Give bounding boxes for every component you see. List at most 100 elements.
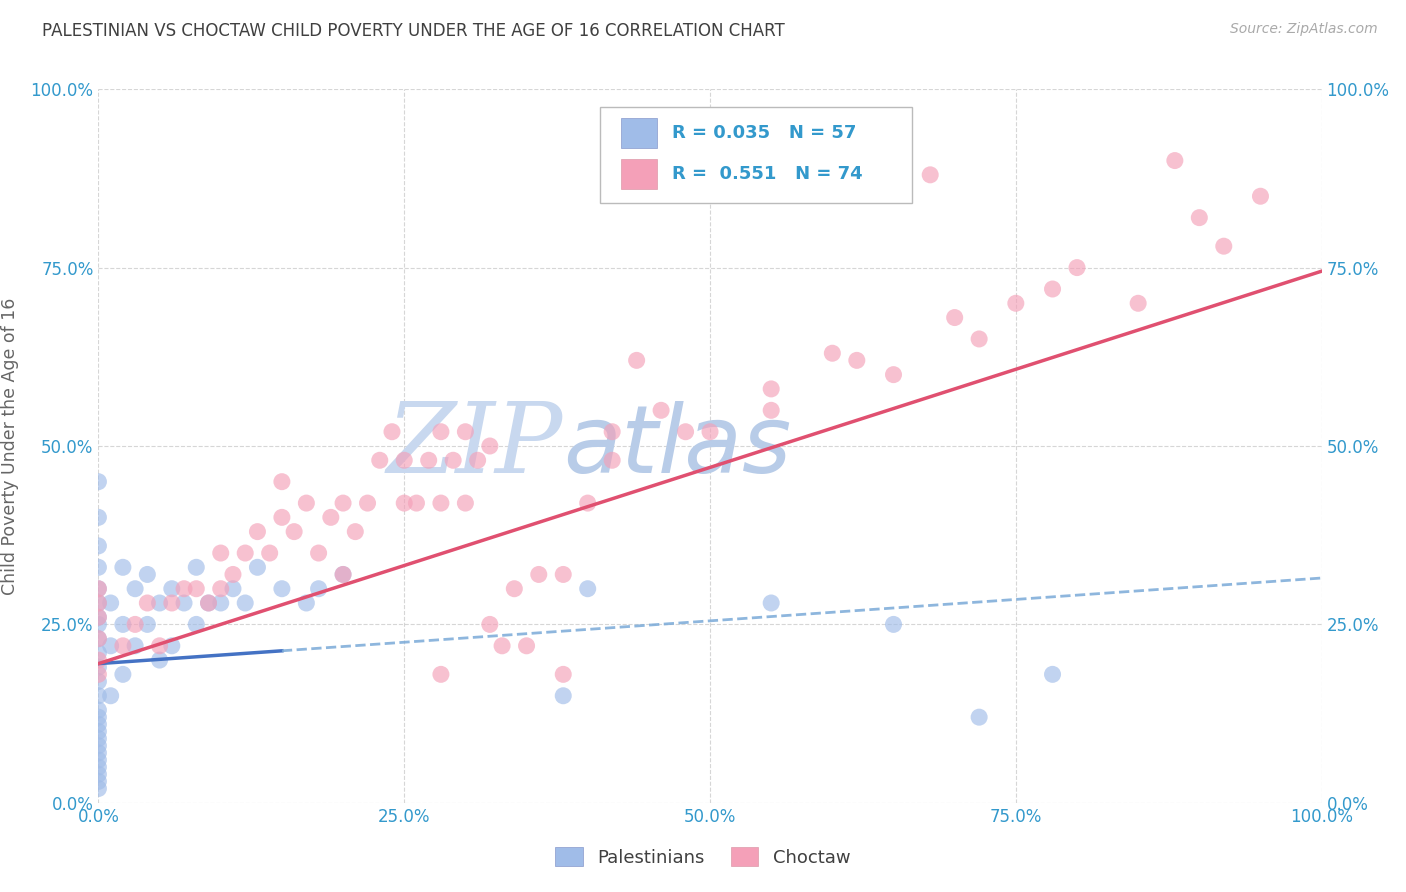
- Point: [87, 560, 110, 574]
- Point: [761, 382, 783, 396]
- Point: [136, 596, 159, 610]
- Point: [87, 667, 110, 681]
- Point: [87, 610, 110, 624]
- Point: [149, 596, 172, 610]
- Point: [675, 425, 697, 439]
- Point: [883, 617, 905, 632]
- Point: [430, 496, 453, 510]
- Point: [454, 496, 477, 510]
- Point: [87, 510, 110, 524]
- Point: [1188, 211, 1211, 225]
- Point: [100, 639, 122, 653]
- Point: [149, 639, 172, 653]
- Point: [454, 425, 477, 439]
- Point: [209, 596, 232, 610]
- Point: [100, 689, 122, 703]
- Point: [967, 332, 990, 346]
- Point: [626, 353, 648, 368]
- Point: [87, 710, 110, 724]
- Point: [136, 617, 159, 632]
- Point: [515, 639, 537, 653]
- FancyBboxPatch shape: [600, 107, 912, 203]
- Point: [111, 639, 134, 653]
- Point: [209, 582, 232, 596]
- Point: [1212, 239, 1234, 253]
- Point: [503, 582, 526, 596]
- Point: [136, 567, 159, 582]
- Text: PALESTINIAN VS CHOCTAW CHILD POVERTY UNDER THE AGE OF 16 CORRELATION CHART: PALESTINIAN VS CHOCTAW CHILD POVERTY UND…: [42, 22, 785, 40]
- Point: [87, 767, 110, 781]
- Point: [295, 596, 318, 610]
- Point: [222, 582, 245, 596]
- Point: [111, 560, 134, 574]
- Point: [87, 475, 110, 489]
- Point: [1066, 260, 1088, 275]
- Point: [87, 774, 110, 789]
- Point: [124, 617, 146, 632]
- Point: [87, 653, 110, 667]
- Point: [87, 539, 110, 553]
- Point: [967, 710, 990, 724]
- Point: [87, 760, 110, 774]
- Point: [761, 596, 783, 610]
- Point: [441, 453, 464, 467]
- Point: [160, 582, 183, 596]
- Point: [87, 689, 110, 703]
- Point: [527, 567, 550, 582]
- Point: [1164, 153, 1187, 168]
- Point: [197, 596, 219, 610]
- Point: [111, 667, 134, 681]
- Point: [821, 346, 844, 360]
- Point: [332, 567, 354, 582]
- Point: [478, 617, 501, 632]
- Point: [1042, 282, 1064, 296]
- Point: [186, 617, 208, 632]
- Point: [87, 632, 110, 646]
- FancyBboxPatch shape: [620, 118, 658, 148]
- Point: [650, 403, 672, 417]
- Point: [87, 596, 110, 610]
- Point: [173, 582, 195, 596]
- Text: atlas: atlas: [564, 401, 792, 491]
- Point: [392, 496, 416, 510]
- Point: [259, 546, 281, 560]
- Point: [430, 667, 453, 681]
- Point: [283, 524, 305, 539]
- Point: [186, 560, 208, 574]
- Text: R = 0.035   N = 57: R = 0.035 N = 57: [672, 124, 856, 142]
- Point: [308, 546, 330, 560]
- Text: R =  0.551   N = 74: R = 0.551 N = 74: [672, 165, 863, 183]
- Point: [295, 496, 318, 510]
- Point: [1042, 667, 1064, 681]
- Point: [197, 596, 219, 610]
- Point: [405, 496, 427, 510]
- Point: [576, 582, 599, 596]
- Point: [368, 453, 391, 467]
- Point: [87, 781, 110, 796]
- Point: [100, 596, 122, 610]
- Point: [87, 582, 110, 596]
- Point: [233, 546, 256, 560]
- Point: [87, 632, 110, 646]
- Point: [270, 582, 294, 596]
- Point: [943, 310, 966, 325]
- Point: [233, 596, 256, 610]
- Point: [160, 639, 183, 653]
- Point: [246, 524, 269, 539]
- Point: [246, 560, 269, 574]
- Point: [1128, 296, 1150, 310]
- Point: [332, 567, 354, 582]
- Point: [87, 660, 110, 674]
- Point: [761, 403, 783, 417]
- Point: [478, 439, 501, 453]
- Point: [418, 453, 440, 467]
- Point: [1004, 296, 1026, 310]
- Point: [87, 753, 110, 767]
- Text: Source: ZipAtlas.com: Source: ZipAtlas.com: [1230, 22, 1378, 37]
- Point: [87, 731, 110, 746]
- Point: [553, 667, 575, 681]
- FancyBboxPatch shape: [620, 159, 658, 189]
- Point: [356, 496, 378, 510]
- Point: [87, 617, 110, 632]
- Point: [308, 582, 330, 596]
